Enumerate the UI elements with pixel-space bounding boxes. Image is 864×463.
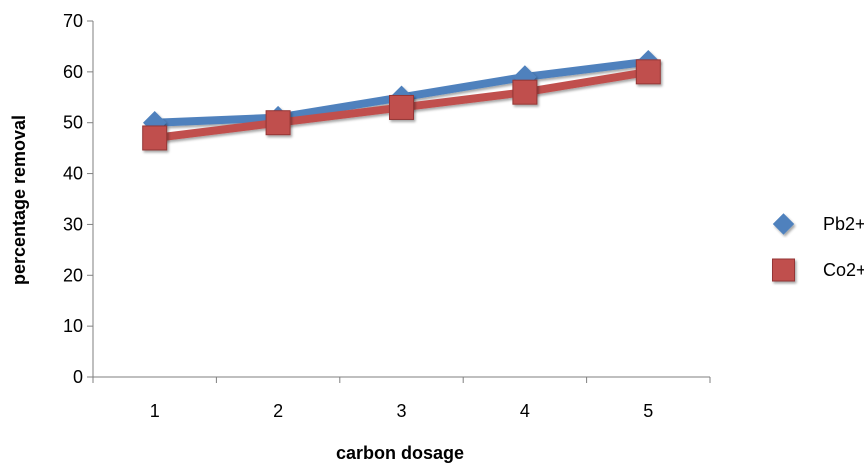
- series-co2: [142, 59, 661, 151]
- series-layer: [142, 49, 661, 151]
- y-axis-ticks: 0 10 20 30 40 50 60 70: [63, 11, 93, 387]
- y-tick-label: 0: [73, 367, 83, 387]
- x-tick-label: 1: [150, 401, 160, 421]
- legend-item: Co2+: [743, 258, 864, 282]
- y-tick-label: 40: [63, 164, 83, 184]
- data-point: [142, 125, 168, 151]
- y-tick-label: 10: [63, 316, 83, 336]
- y-tick-label: 50: [63, 113, 83, 133]
- x-axis-title: carbon dosage: [336, 443, 464, 463]
- x-tick-label: 5: [643, 401, 653, 421]
- y-tick-label: 20: [63, 265, 83, 285]
- legend-marker: [772, 258, 795, 282]
- x-tick-label: 3: [396, 401, 406, 421]
- x-axis-ticks: 1 2 3 4 5: [92, 377, 711, 421]
- data-point: [635, 59, 661, 85]
- legend-item: Pb2+: [743, 213, 864, 235]
- y-tick-label: 70: [63, 11, 83, 31]
- legend-label: Co2+: [823, 260, 864, 280]
- legend: Pb2+ Co2+: [743, 213, 864, 282]
- x-tick-label: 2: [273, 401, 283, 421]
- series-pb2: [142, 49, 661, 135]
- data-point: [389, 94, 414, 120]
- x-tick-label: 4: [520, 401, 530, 421]
- y-axis-title: percentage removal: [9, 115, 29, 285]
- data-point: [512, 79, 538, 105]
- data-point: [265, 110, 291, 136]
- y-tick-label: 60: [63, 62, 83, 82]
- legend-marker: [772, 213, 795, 235]
- legend-label: Pb2+: [823, 214, 864, 234]
- y-tick-label: 30: [63, 214, 83, 234]
